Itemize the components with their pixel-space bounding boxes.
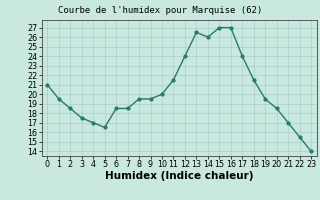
Text: Courbe de l'humidex pour Marquise (62): Courbe de l'humidex pour Marquise (62) bbox=[58, 6, 262, 15]
X-axis label: Humidex (Indice chaleur): Humidex (Indice chaleur) bbox=[105, 171, 253, 181]
